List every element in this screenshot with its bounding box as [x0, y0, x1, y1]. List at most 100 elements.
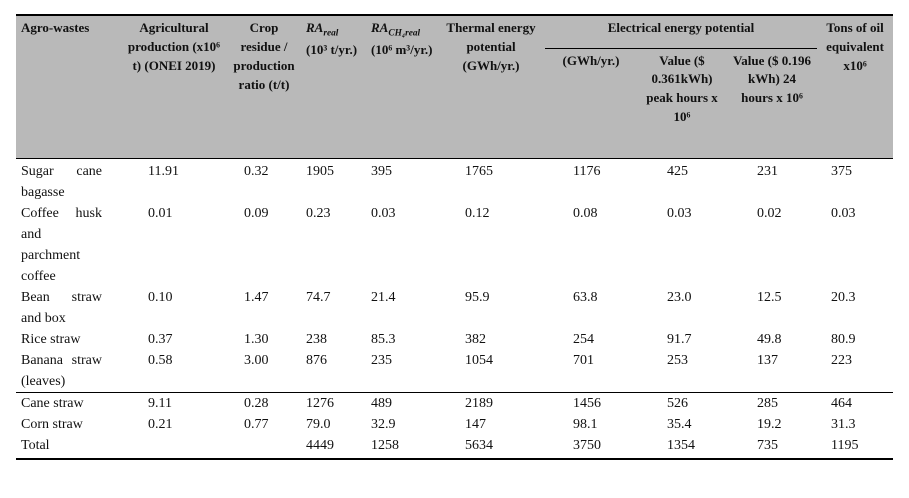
row-label: Banana straw (leaves): [21, 352, 102, 389]
header-row-top: Agro-wastes Agricultural production (x10…: [16, 15, 894, 159]
cell-value: 395: [371, 163, 392, 179]
cell-value: 0.02: [757, 205, 782, 221]
cell-value: [228, 434, 300, 460]
cell-value: 0.37: [148, 331, 173, 347]
cell-value: 3750: [545, 434, 637, 460]
cell-value: 9.11: [120, 391, 228, 414]
cell-value: 49.8: [757, 331, 782, 347]
cell-value: 235: [371, 352, 392, 368]
row-label: Rice straw: [21, 331, 81, 347]
table-row: Coffee husk and parchment coffee 0.01 0.09…: [16, 203, 893, 287]
ra-ch4-subscript: CH₄real: [388, 28, 421, 39]
cell-value: 0.58: [148, 352, 173, 368]
cell-value: 0.10: [148, 289, 173, 305]
ra-real-symbol-main: RA: [306, 20, 324, 35]
cell-value: 231: [757, 163, 778, 179]
cell-value: 0.23: [306, 205, 331, 221]
col-header-ra-ch4-real: RACH₄real (10⁶ m³/yr.): [365, 15, 437, 159]
cell-value: 0.12: [465, 205, 490, 221]
cell-value: 1176: [573, 163, 601, 179]
cell-value: 253: [667, 352, 688, 368]
col-header-agricultural-production: Agricultural production (x10⁶ t) (ONEI 2…: [120, 15, 228, 159]
table-header: Agro-wastes Agricultural production (x10…: [16, 15, 894, 159]
table-row: Rice straw 0.37 1.30 238 85.3 382 254 91.7 49.8 8…: [16, 329, 893, 350]
cell-value: 74.7: [306, 289, 331, 305]
cell-value: 1054: [465, 352, 493, 368]
col-header-electrical-gwh: (GWh/yr.): [545, 48, 637, 159]
cell-value: 80.9: [831, 331, 856, 347]
col-header-thermal-energy: Thermal energy potential (GWh/yr.): [437, 15, 545, 159]
cell-value: [120, 434, 228, 460]
ra-ch4-symbol-main: RA: [371, 20, 389, 35]
cell-value: 425: [667, 163, 688, 179]
row-label: Sugar cane bagasse: [21, 163, 102, 200]
cell-value: 35.4: [667, 416, 692, 432]
cell-value: 0.08: [573, 205, 598, 221]
cell-value: 20.3: [831, 289, 856, 305]
row-label: Cane straw: [16, 391, 120, 414]
cell-value: 526: [637, 391, 727, 414]
cell-value: 1354: [637, 434, 727, 460]
cell-value: 21.4: [371, 289, 396, 305]
col-header-ra-real: RAreal (10³ t/yr.): [300, 15, 365, 159]
cell-value: 2189: [437, 391, 545, 414]
cell-value: 11.91: [148, 163, 179, 179]
cell-value: 382: [465, 331, 486, 347]
cell-value: 32.9: [371, 416, 396, 432]
cell-value: 147: [465, 416, 486, 432]
cell-value: 98.1: [573, 416, 598, 432]
cell-value: 23.0: [667, 289, 692, 305]
col-header-agro-wastes: Agro-wastes: [16, 15, 120, 159]
ra-real-subscript: real: [323, 28, 339, 39]
cell-value: 0.77: [244, 416, 269, 432]
cell-value: 19.2: [757, 416, 782, 432]
cell-value: 238: [306, 331, 327, 347]
cell-value: 285: [727, 391, 818, 414]
ra-ch4-unit: (10⁶ m³/yr.): [371, 42, 433, 58]
cell-value: 0.32: [244, 163, 269, 179]
ra-real-symbol: RAreal: [306, 20, 338, 39]
cell-value: 1.47: [244, 289, 269, 305]
cell-value: 63.8: [573, 289, 598, 305]
cell-value: 375: [831, 163, 853, 179]
col-header-crop-residue-ratio: Crop residue / production ratio (t/t): [228, 15, 300, 159]
cell-value: 489: [365, 391, 437, 414]
cell-value: 1765: [465, 163, 493, 179]
cell-value: 31.3: [831, 416, 856, 432]
cell-value: 137: [757, 352, 778, 368]
cell-value: 0.03: [831, 205, 856, 221]
col-header-value-peak-hours: Value ($ 0.361kWh) peak hours x 10⁶: [637, 48, 727, 159]
cell-value: 254: [573, 331, 594, 347]
table-row: Corn straw 0.21 0.77 79.0 32.9 147 98.1 35.4 19.…: [16, 414, 893, 435]
cell-value: 95.9: [465, 289, 490, 305]
cell-value: 1456: [545, 391, 637, 414]
cell-value: 0.01: [148, 205, 173, 221]
cell-value: 3.00: [244, 352, 269, 368]
col-header-value-24-hours: Value ($ 0.196 kWh) 24 hours x 10⁶: [727, 48, 818, 159]
cell-value: 0.28: [228, 391, 300, 414]
col-header-electrical-energy-group: Electrical energy potential: [545, 15, 818, 49]
table-row: Cane straw 9.11 0.28 1276 489 2189 1456 526 285 4…: [16, 391, 894, 414]
cell-value: 464: [817, 391, 894, 414]
ra-ch4-symbol: RACH₄real: [371, 20, 420, 39]
cell-value: 1.30: [244, 331, 269, 347]
table-row: Total 4449 1258 5634 3750 1354 735 1195: [16, 434, 894, 460]
cell-value: 223: [831, 352, 853, 368]
agro-wastes-energy-table: Agro-wastes Agricultural production (x10…: [16, 14, 894, 460]
cell-value: 85.3: [371, 331, 396, 347]
cell-value: 79.0: [306, 416, 331, 432]
cell-value: 0.03: [667, 205, 692, 221]
cell-value: 0.03: [371, 205, 396, 221]
cell-value: 1276: [300, 391, 365, 414]
row-label: Bean straw and box: [21, 289, 102, 326]
cell-value: 701: [573, 352, 594, 368]
cell-value: 735: [727, 434, 818, 460]
cell-value: 5634: [437, 434, 545, 460]
cell-value: 4449: [300, 434, 365, 460]
ra-real-unit: (10³ t/yr.): [306, 42, 358, 58]
row-label: Total: [16, 434, 120, 460]
row-label: Corn straw: [21, 416, 83, 432]
header-row-electrical-sub: (GWh/yr.) Value ($ 0.361kWh) peak hours …: [16, 48, 893, 159]
cell-value: 1905: [306, 163, 334, 179]
